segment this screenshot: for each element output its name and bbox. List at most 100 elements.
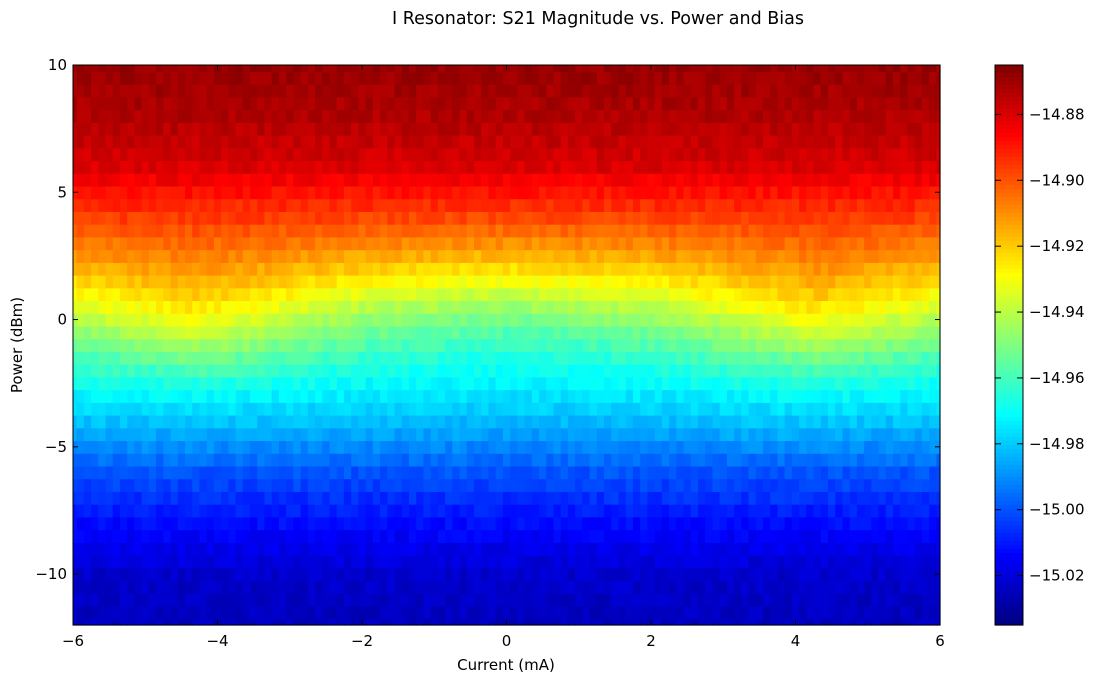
heatmap-cell xyxy=(394,478,403,492)
heatmap-cell xyxy=(777,338,786,352)
heatmap-cell xyxy=(286,364,294,378)
heatmap-cell xyxy=(726,351,735,365)
heatmap-cell xyxy=(762,313,771,327)
heatmap-cell xyxy=(553,465,562,480)
heatmap-cell xyxy=(900,465,909,480)
heatmap-cell xyxy=(705,236,714,251)
heatmap-cell xyxy=(546,516,555,531)
heatmap-cell xyxy=(286,198,294,212)
heatmap-cell xyxy=(336,453,345,467)
heatmap-cell xyxy=(921,593,930,607)
heatmap-cell xyxy=(416,173,425,187)
heatmap-cell xyxy=(741,440,750,454)
heatmap-cell xyxy=(264,415,273,429)
heatmap-cell xyxy=(560,147,569,162)
heatmap-cell xyxy=(582,109,591,123)
heatmap-cell xyxy=(618,236,627,251)
heatmap-cell xyxy=(228,465,237,480)
heatmap-cell xyxy=(546,580,555,594)
heatmap-cell xyxy=(546,618,555,626)
heatmap-cell xyxy=(127,109,136,123)
heatmap-cell xyxy=(141,262,150,276)
heatmap-cell xyxy=(430,427,439,442)
heatmap-cell xyxy=(770,529,779,543)
heatmap-cell xyxy=(76,593,85,607)
heatmap-cell xyxy=(560,300,569,314)
heatmap-cell xyxy=(437,224,446,238)
heatmap-cell xyxy=(835,173,844,187)
heatmap-cell xyxy=(842,402,851,416)
heatmap-cell xyxy=(849,262,858,276)
heatmap-cell xyxy=(387,185,396,200)
heatmap-cell xyxy=(141,211,150,225)
heatmap-cell xyxy=(661,529,670,543)
heatmap-cell xyxy=(546,491,555,505)
heatmap-cell xyxy=(127,96,136,111)
heatmap-cell xyxy=(315,160,323,174)
heatmap-cell xyxy=(278,555,287,569)
heatmap-cell xyxy=(98,351,107,365)
heatmap-cell xyxy=(726,542,735,556)
heatmap-cell xyxy=(329,555,338,569)
heatmap-cell xyxy=(127,224,136,238)
heatmap-cell xyxy=(712,122,721,136)
heatmap-cell xyxy=(893,300,901,314)
heatmap-cell xyxy=(148,376,157,391)
heatmap-cell xyxy=(510,275,518,289)
heatmap-cell xyxy=(83,542,92,556)
heatmap-cell xyxy=(799,122,807,136)
heatmap-cell xyxy=(820,198,829,212)
heatmap-cell xyxy=(199,567,208,582)
heatmap-cell xyxy=(893,389,901,403)
heatmap-cell xyxy=(293,465,302,480)
heatmap-cell xyxy=(929,389,937,403)
heatmap-cell xyxy=(611,440,620,454)
heatmap-cell xyxy=(604,618,612,626)
heatmap-cell xyxy=(914,516,923,531)
heatmap-cell xyxy=(387,453,396,467)
heatmap-cell xyxy=(213,415,222,429)
heatmap-cell xyxy=(777,542,786,556)
heatmap-cell xyxy=(481,376,490,391)
heatmap-cell xyxy=(488,160,497,174)
heatmap-cell xyxy=(510,453,518,467)
heatmap-cell xyxy=(394,185,403,200)
heatmap-cell xyxy=(91,236,99,251)
heatmap-cell xyxy=(835,313,844,327)
heatmap-cell xyxy=(488,211,497,225)
heatmap-cell xyxy=(531,478,540,492)
heatmap-cell xyxy=(495,287,504,302)
heatmap-cell xyxy=(459,109,468,123)
heatmap-cell xyxy=(676,389,685,403)
heatmap-cell xyxy=(293,453,302,467)
heatmap-cell xyxy=(177,542,186,556)
heatmap-cell xyxy=(762,249,771,263)
heatmap-cell xyxy=(611,567,620,582)
heatmap-cell xyxy=(235,96,244,111)
heatmap-cell xyxy=(466,427,475,442)
heatmap-cell xyxy=(213,122,222,136)
heatmap-cell xyxy=(762,605,771,620)
heatmap-cell xyxy=(452,185,461,200)
heatmap-cell xyxy=(618,542,627,556)
heatmap-cell xyxy=(864,135,872,149)
heatmap-cell xyxy=(712,313,721,327)
heatmap-cell xyxy=(264,593,273,607)
heatmap-cell xyxy=(228,453,237,467)
heatmap-cell xyxy=(784,402,793,416)
heatmap-cell xyxy=(156,135,164,149)
heatmap-cell xyxy=(871,300,880,314)
heatmap-cell xyxy=(719,504,728,518)
heatmap-cell xyxy=(242,402,251,416)
heatmap-cell xyxy=(163,516,172,531)
heatmap-cell xyxy=(329,211,338,225)
heatmap-cell xyxy=(582,147,591,162)
heatmap-cell xyxy=(336,618,345,626)
heatmap-cell xyxy=(156,160,164,174)
heatmap-cell xyxy=(936,504,941,518)
heatmap-cell xyxy=(141,313,150,327)
heatmap-cell xyxy=(560,567,569,582)
heatmap-cell xyxy=(510,415,518,429)
heatmap-cell xyxy=(531,313,540,327)
heatmap-cell xyxy=(784,122,793,136)
